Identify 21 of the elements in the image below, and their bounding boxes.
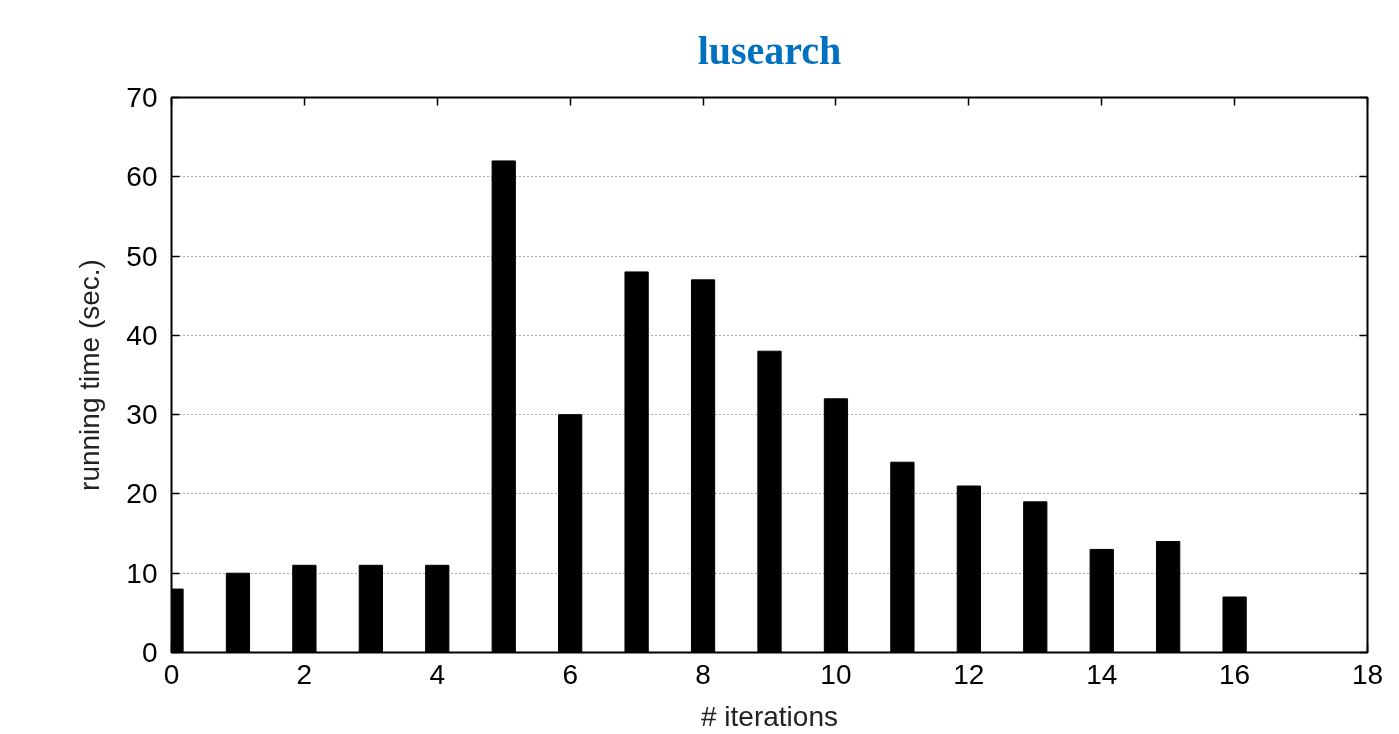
x-tick-label: 0 xyxy=(163,658,180,690)
y-tick-label: 30 xyxy=(126,399,158,431)
x-tick-label: 8 xyxy=(695,658,711,690)
x-tick-label: 12 xyxy=(953,658,985,690)
x-tick-label: 4 xyxy=(429,658,446,690)
x-tick-label: 6 xyxy=(562,658,578,690)
chart-title: lusearch xyxy=(697,27,842,73)
y-tick-label: 70 xyxy=(126,82,158,113)
y-tick-label: 0 xyxy=(141,637,158,668)
y-axis-title: running time (sec.) xyxy=(74,259,106,491)
x-tick-label: 2 xyxy=(296,658,313,690)
x-tick-label: 14 xyxy=(1086,658,1118,690)
x-axis-title: # iterations xyxy=(701,700,838,732)
y-tick-label: 40 xyxy=(126,319,158,351)
y-tick-label: 10 xyxy=(126,557,158,589)
x-tick-label: 18 xyxy=(1351,658,1384,690)
x-tick-label: 16 xyxy=(1219,658,1251,690)
y-tick-label: 50 xyxy=(126,240,158,272)
y-tick-label: 60 xyxy=(126,161,158,193)
x-tick-label: 10 xyxy=(820,658,852,690)
y-tick-label: 20 xyxy=(126,478,158,510)
